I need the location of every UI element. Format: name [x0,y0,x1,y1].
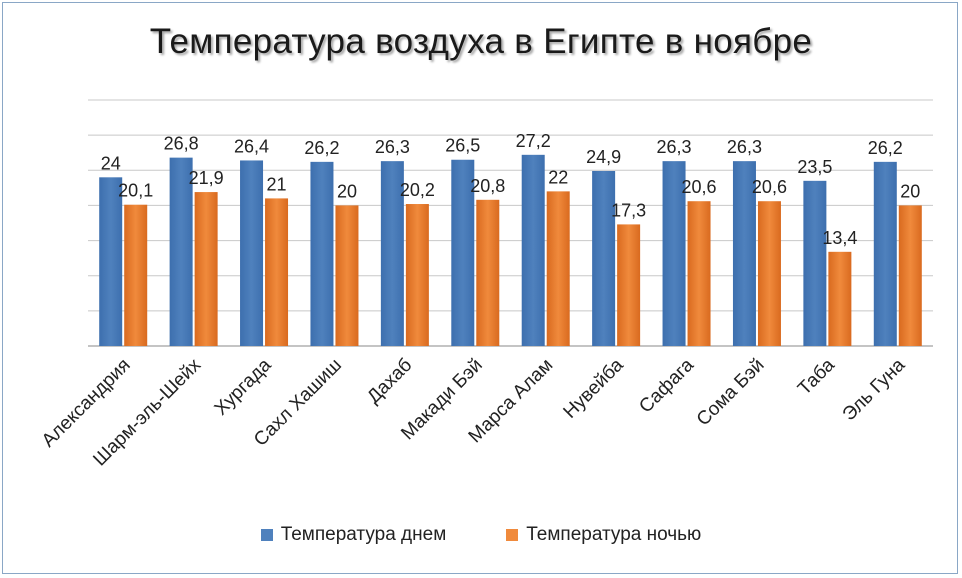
x-tick-label: Дахаб [363,355,416,408]
data-label-night: 17,3 [611,200,646,220]
bar-night [194,192,218,346]
bar-night [405,204,429,346]
bar-day [99,177,123,346]
chart-legend: Температура днем Температура ночью [0,524,962,546]
legend-label-night: Температура ночью [526,524,702,545]
x-tick-label: Нувейба [560,354,628,422]
data-label-night: 20,6 [682,177,717,197]
data-label-day: 26,3 [727,137,762,157]
chart-title: Температура воздуха в Египте в ноябре [149,22,813,61]
bar-day [873,161,897,346]
data-label-night: 13,4 [822,228,857,248]
data-label-day: 26,4 [234,136,269,156]
data-label-night: 21,9 [189,168,224,188]
bar-day [380,161,404,346]
data-label-day: 23,5 [797,157,832,177]
legend-item-night: Температура ночью [506,524,701,546]
x-tick-label: Таба [794,354,839,399]
data-label-day: 27,2 [516,131,551,151]
bar-night [828,251,852,346]
bar-night [265,198,289,346]
bar-night [476,199,500,346]
bar-night [124,204,148,346]
data-label-day: 26,8 [164,134,199,154]
data-label-night: 21 [267,174,287,194]
bar-day [803,180,827,346]
data-label-night: 20,8 [470,176,505,196]
bar-day [310,161,334,346]
data-label-day: 26,3 [375,137,410,157]
bar-night [687,201,711,346]
x-tick-label: Сома Бэй [693,355,769,431]
bar-night [757,201,781,346]
bar-night [898,205,922,346]
data-label-day: 26,2 [868,138,903,158]
legend-label-day: Температура днем [280,524,447,545]
data-label-day: 26,2 [304,138,339,158]
data-label-night: 22 [548,167,568,187]
data-label-night: 20,6 [752,177,787,197]
x-tick-label: Сафага [635,354,698,417]
data-label-night: 20,2 [400,180,435,200]
bar-night [546,191,570,346]
bar-day [662,161,686,346]
data-label-day: 26,5 [445,136,480,156]
bar-night [617,224,641,346]
legend-swatch-night [506,529,519,541]
data-label-day: 24,9 [586,147,621,167]
bar-day [240,160,264,346]
bar-day [169,157,193,346]
data-label-night: 20 [337,181,357,201]
data-label-day: 26,3 [657,137,692,157]
bar-day [732,161,756,346]
data-label-day: 24 [101,153,121,173]
legend-swatch-day [260,529,273,541]
data-label-night: 20,1 [118,181,153,201]
bar-night [335,205,359,346]
x-tick-label: Хургада [211,354,276,419]
x-tick-label: Эль Гуна [839,354,910,425]
bar-day [521,154,545,346]
data-label-night: 20 [900,181,920,201]
bar-day [592,170,616,346]
bar-day [451,159,475,346]
legend-item-day: Температура днем [260,524,447,546]
